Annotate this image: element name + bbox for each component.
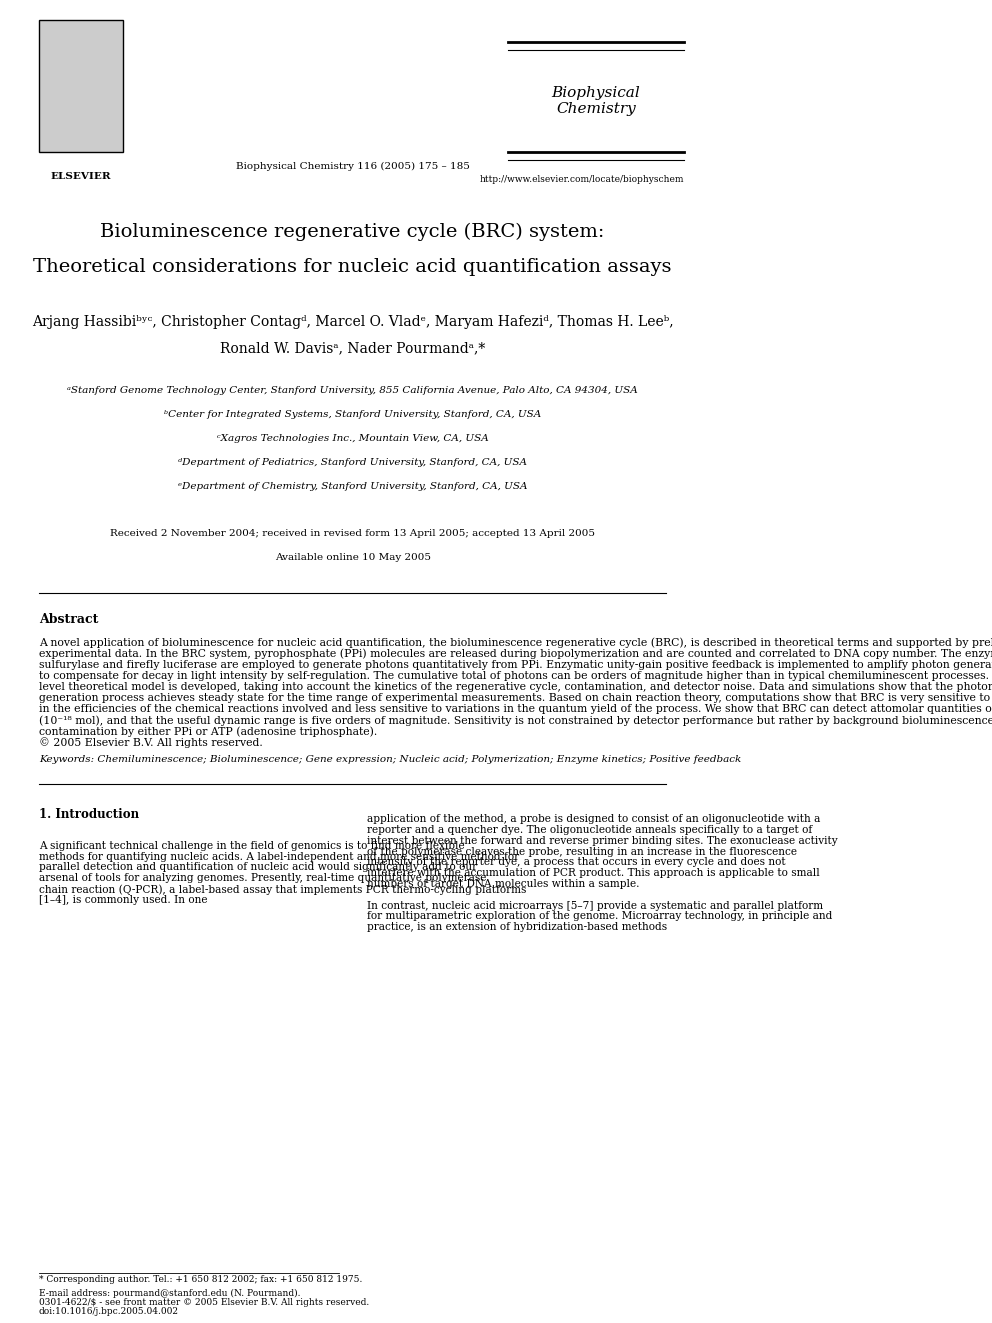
Text: doi:10.1016/j.bpc.2005.04.002: doi:10.1016/j.bpc.2005.04.002 (39, 1307, 179, 1316)
Text: http://www.elsevier.com/locate/biophyschem: http://www.elsevier.com/locate/biophysch… (479, 175, 684, 184)
Text: In contrast, nucleic acid microarrays [5–7] provide a systematic and parallel pl: In contrast, nucleic acid microarrays [5… (367, 901, 822, 910)
Text: ᵉDepartment of Chemistry, Stanford University, Stanford, CA, USA: ᵉDepartment of Chemistry, Stanford Unive… (178, 482, 528, 491)
Text: in the efficiencies of the chemical reactions involved and less sensitive to var: in the efficiencies of the chemical reac… (39, 704, 992, 714)
Text: chain reaction (Q-PCR), a label-based assay that implements PCR thermo-cycling p: chain reaction (Q-PCR), a label-based as… (39, 884, 526, 894)
Text: E-mail address: pourmand@stanford.edu (N. Pourmand).: E-mail address: pourmand@stanford.edu (N… (39, 1289, 301, 1298)
Text: (10⁻¹⁸ mol), and that the useful dynamic range is five orders of magnitude. Sens: (10⁻¹⁸ mol), and that the useful dynamic… (39, 714, 992, 725)
Text: A significant technical challenge in the field of genomics is to find more flexi: A significant technical challenge in the… (39, 841, 464, 851)
Text: contamination by either PPi or ATP (adenosine triphosphate).: contamination by either PPi or ATP (aden… (39, 726, 377, 737)
Text: Received 2 November 2004; received in revised form 13 April 2005; accepted 13 Ap: Received 2 November 2004; received in re… (110, 529, 595, 538)
Text: Theoretical considerations for nucleic acid quantification assays: Theoretical considerations for nucleic a… (34, 258, 672, 277)
Text: Keywords: Chemiluminescence; Bioluminescence; Gene expression; Nucleic acid; Pol: Keywords: Chemiluminescence; Bioluminesc… (39, 755, 741, 763)
Text: interfere with the accumulation of PCR product. This approach is applicable to s: interfere with the accumulation of PCR p… (367, 868, 819, 878)
Text: Bioluminescence regenerative cycle (BRC) system:: Bioluminescence regenerative cycle (BRC)… (100, 222, 605, 241)
Text: 1. Introduction: 1. Introduction (39, 808, 139, 820)
Text: sulfurylase and firefly luciferase are employed to generate photons quantitative: sulfurylase and firefly luciferase are e… (39, 660, 992, 669)
Text: © 2005 Elsevier B.V. All rights reserved.: © 2005 Elsevier B.V. All rights reserved… (39, 737, 263, 747)
Text: Abstract: Abstract (39, 613, 98, 626)
Text: * Corresponding author. Tel.: +1 650 812 2002; fax: +1 650 812 1975.: * Corresponding author. Tel.: +1 650 812… (39, 1275, 362, 1285)
Text: A novel application of bioluminescence for nucleic acid quantification, the biol: A novel application of bioluminescence f… (39, 638, 992, 648)
Text: application of the method, a probe is designed to consist of an oligonucleotide : application of the method, a probe is de… (367, 815, 820, 824)
Text: interest between the forward and reverse primer binding sites. The exonuclease a: interest between the forward and reverse… (367, 836, 837, 845)
Text: methods for quantifying nucleic acids. A label-independent and more sensitive me: methods for quantifying nucleic acids. A… (39, 852, 519, 861)
Text: generation process achieves steady state for the time range of experimental meas: generation process achieves steady state… (39, 693, 992, 703)
Text: arsenal of tools for analyzing genomes. Presently, real-time quantitative polyme: arsenal of tools for analyzing genomes. … (39, 873, 486, 884)
Text: Biophysical Chemistry 116 (2005) 175 – 185: Biophysical Chemistry 116 (2005) 175 – 1… (236, 161, 469, 171)
Text: intensity of the reporter dye, a process that occurs in every cycle and does not: intensity of the reporter dye, a process… (367, 857, 786, 868)
Text: level theoretical model is developed, taking into account the kinetics of the re: level theoretical model is developed, ta… (39, 681, 992, 692)
Text: experimental data. In the BRC system, pyrophosphate (PPi) molecules are released: experimental data. In the BRC system, py… (39, 648, 992, 659)
Text: ᵇCenter for Integrated Systems, Stanford University, Stanford, CA, USA: ᵇCenter for Integrated Systems, Stanford… (164, 410, 542, 419)
Text: to compensate for decay in light intensity by self-regulation. The cumulative to: to compensate for decay in light intensi… (39, 671, 992, 681)
Text: ᶜXagros Technologies Inc., Mountain View, CA, USA: ᶜXagros Technologies Inc., Mountain View… (217, 434, 488, 443)
Text: Arjang Hassibiᵇʸᶜ, Christopher Contagᵈ, Marcel O. Vladᵉ, Maryam Hafeziᵈ, Thomas : Arjang Hassibiᵇʸᶜ, Christopher Contagᵈ, … (32, 315, 674, 329)
Text: 0301-4622/$ - see front matter © 2005 Elsevier B.V. All rights reserved.: 0301-4622/$ - see front matter © 2005 El… (39, 1298, 369, 1307)
Text: [1–4], is commonly used. In one: [1–4], is commonly used. In one (39, 894, 207, 905)
Text: Biophysical
Chemistry: Biophysical Chemistry (552, 86, 640, 116)
Text: for multiparametric exploration of the genome. Microarray technology, in princip: for multiparametric exploration of the g… (367, 912, 832, 921)
Text: practice, is an extension of hybridization-based methods: practice, is an extension of hybridizati… (367, 922, 667, 933)
Text: parallel detection and quantification of nucleic acid would significantly add to: parallel detection and quantification of… (39, 863, 477, 872)
Text: of the polymerase cleaves the probe, resulting in an increase in the fluorescenc: of the polymerase cleaves the probe, res… (367, 847, 797, 857)
Text: ᵃStanford Genome Technology Center, Stanford University, 855 California Avenue, : ᵃStanford Genome Technology Center, Stan… (67, 386, 638, 396)
Text: numbers of target DNA molecules within a sample.: numbers of target DNA molecules within a… (367, 878, 639, 889)
Text: ELSEVIER: ELSEVIER (51, 172, 111, 181)
Text: Available online 10 May 2005: Available online 10 May 2005 (275, 553, 431, 562)
Text: Ronald W. Davisᵃ, Nader Pourmandᵃ,*: Ronald W. Davisᵃ, Nader Pourmandᵃ,* (220, 341, 485, 356)
FancyBboxPatch shape (39, 20, 123, 152)
Text: ᵈDepartment of Pediatrics, Stanford University, Stanford, CA, USA: ᵈDepartment of Pediatrics, Stanford Univ… (179, 458, 527, 467)
Text: reporter and a quencher dye. The oligonucleotide anneals specifically to a targe: reporter and a quencher dye. The oligonu… (367, 826, 812, 835)
